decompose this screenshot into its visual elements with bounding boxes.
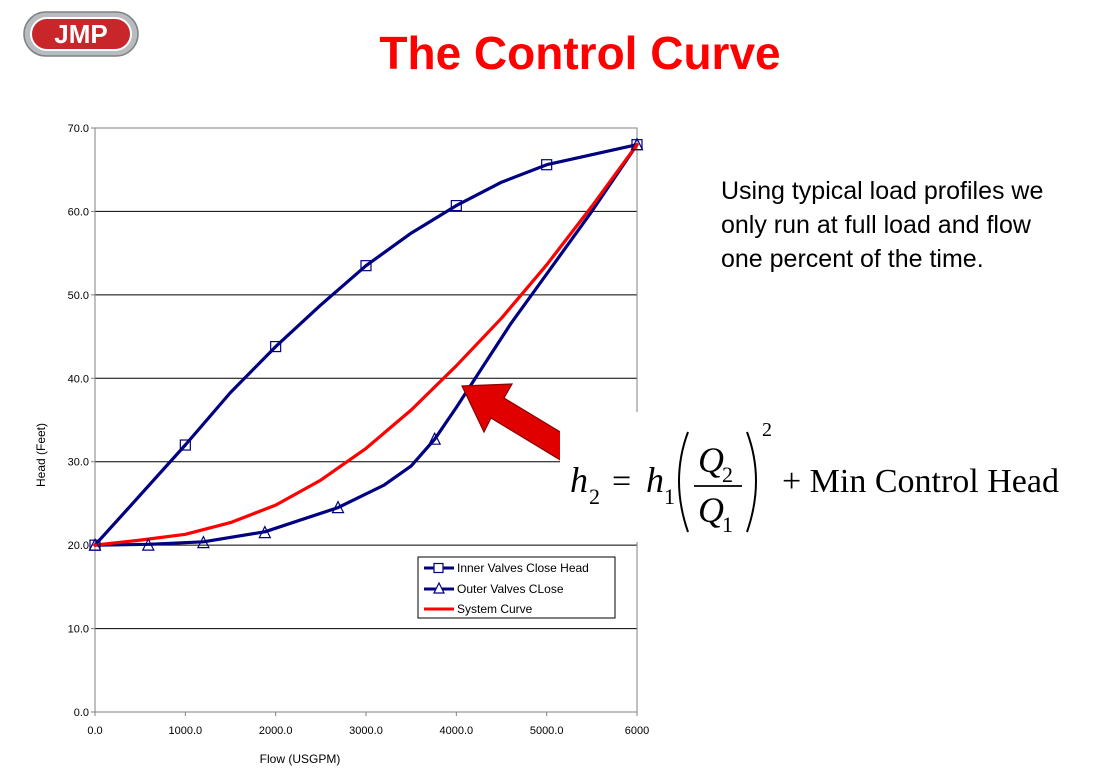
series-line-2 xyxy=(93,143,639,547)
x-tick-label: 2000.0 xyxy=(259,725,293,737)
y-tick-label: 40.0 xyxy=(68,373,89,385)
data-point-triangle xyxy=(331,500,345,514)
x-tick-label: 6000 xyxy=(625,725,649,737)
series-line-1 xyxy=(93,143,639,547)
formula-rhs-sub: 1 xyxy=(664,484,675,509)
data-point-square xyxy=(270,340,282,353)
x-tick-label: 5000.0 xyxy=(530,725,564,737)
y-tick-label: 0.0 xyxy=(74,707,89,719)
formula-lhs-sub: 2 xyxy=(589,484,600,509)
series-lines xyxy=(93,143,639,547)
x-tick-label: 4000.0 xyxy=(440,725,474,737)
formula-tail: + Min Control Head xyxy=(782,463,1059,500)
formula-left-paren xyxy=(678,431,689,533)
formula-num-sub: 2 xyxy=(722,462,733,487)
formula-den-var: Q xyxy=(698,490,724,530)
x-axis-label: Flow (USGPM) xyxy=(259,752,341,766)
description-text: Using typical load profiles we only run … xyxy=(721,177,1044,273)
data-point-square xyxy=(541,159,553,171)
data-point-triangle xyxy=(196,535,210,549)
y-tick-labels: 0.0 10.0 20.0 30.0 40.0 50.0 60.0 70.0 xyxy=(68,123,89,719)
data-point-square xyxy=(360,260,372,272)
series-line-0 xyxy=(93,143,639,547)
logo-text: JMP xyxy=(54,19,107,49)
series-markers xyxy=(88,137,644,551)
data-point-triangle xyxy=(88,537,102,551)
plot-area-border xyxy=(94,127,638,713)
x-tick-label: 0.0 xyxy=(87,725,102,737)
y-tick-label: 20.0 xyxy=(68,540,89,552)
formula-rhs-var: h xyxy=(646,460,664,500)
data-point-triangle xyxy=(258,525,272,539)
y-tick-label: 30.0 xyxy=(68,457,89,469)
y-tick-label: 10.0 xyxy=(68,624,89,636)
data-point-square xyxy=(179,439,191,451)
data-point-triangle xyxy=(428,431,442,445)
legend-marker-square xyxy=(433,562,444,574)
legend-label-outer: Outer Valves CLose xyxy=(457,582,564,596)
legend-label-system: System Curve xyxy=(457,602,533,616)
slide-title: The Control Curve xyxy=(379,27,781,79)
data-point-square xyxy=(450,199,462,212)
x-tick-label: 1000.0 xyxy=(169,725,203,737)
data-point-triangle xyxy=(630,137,644,151)
formula-num-var: Q xyxy=(698,440,724,480)
control-head-formula: h 2 = h 1 Q 2 Q 1 2 + Min Control Head xyxy=(560,412,1100,542)
x-tick-labels: 0.0 1000.0 2000.0 3000.0 4000.0 5000.0 6000 xyxy=(87,725,649,737)
x-tick-label: 3000.0 xyxy=(349,725,383,737)
logo-inner-badge xyxy=(30,17,132,51)
formula-lhs-var: h xyxy=(570,460,588,500)
formula-exponent: 2 xyxy=(762,419,772,441)
data-point-triangle xyxy=(141,537,155,551)
legend-label-inner: Inner Valves Close Head xyxy=(457,561,589,575)
formula-den-sub: 1 xyxy=(722,512,733,537)
legend: Inner Valves Close Head Outer Valves CLo… xyxy=(417,556,616,619)
jmp-logo: JMP xyxy=(23,11,139,57)
legend-marker-triangle xyxy=(433,581,445,594)
y-tick-label: 60.0 xyxy=(68,206,89,218)
y-tick-label: 70.0 xyxy=(68,123,89,135)
formula-equals: = xyxy=(612,463,631,500)
y-tick-label: 50.0 xyxy=(68,290,89,302)
formula-right-paren xyxy=(746,431,757,533)
y-axis-label: Head (Feet) xyxy=(34,422,48,488)
gridlines xyxy=(91,127,638,716)
